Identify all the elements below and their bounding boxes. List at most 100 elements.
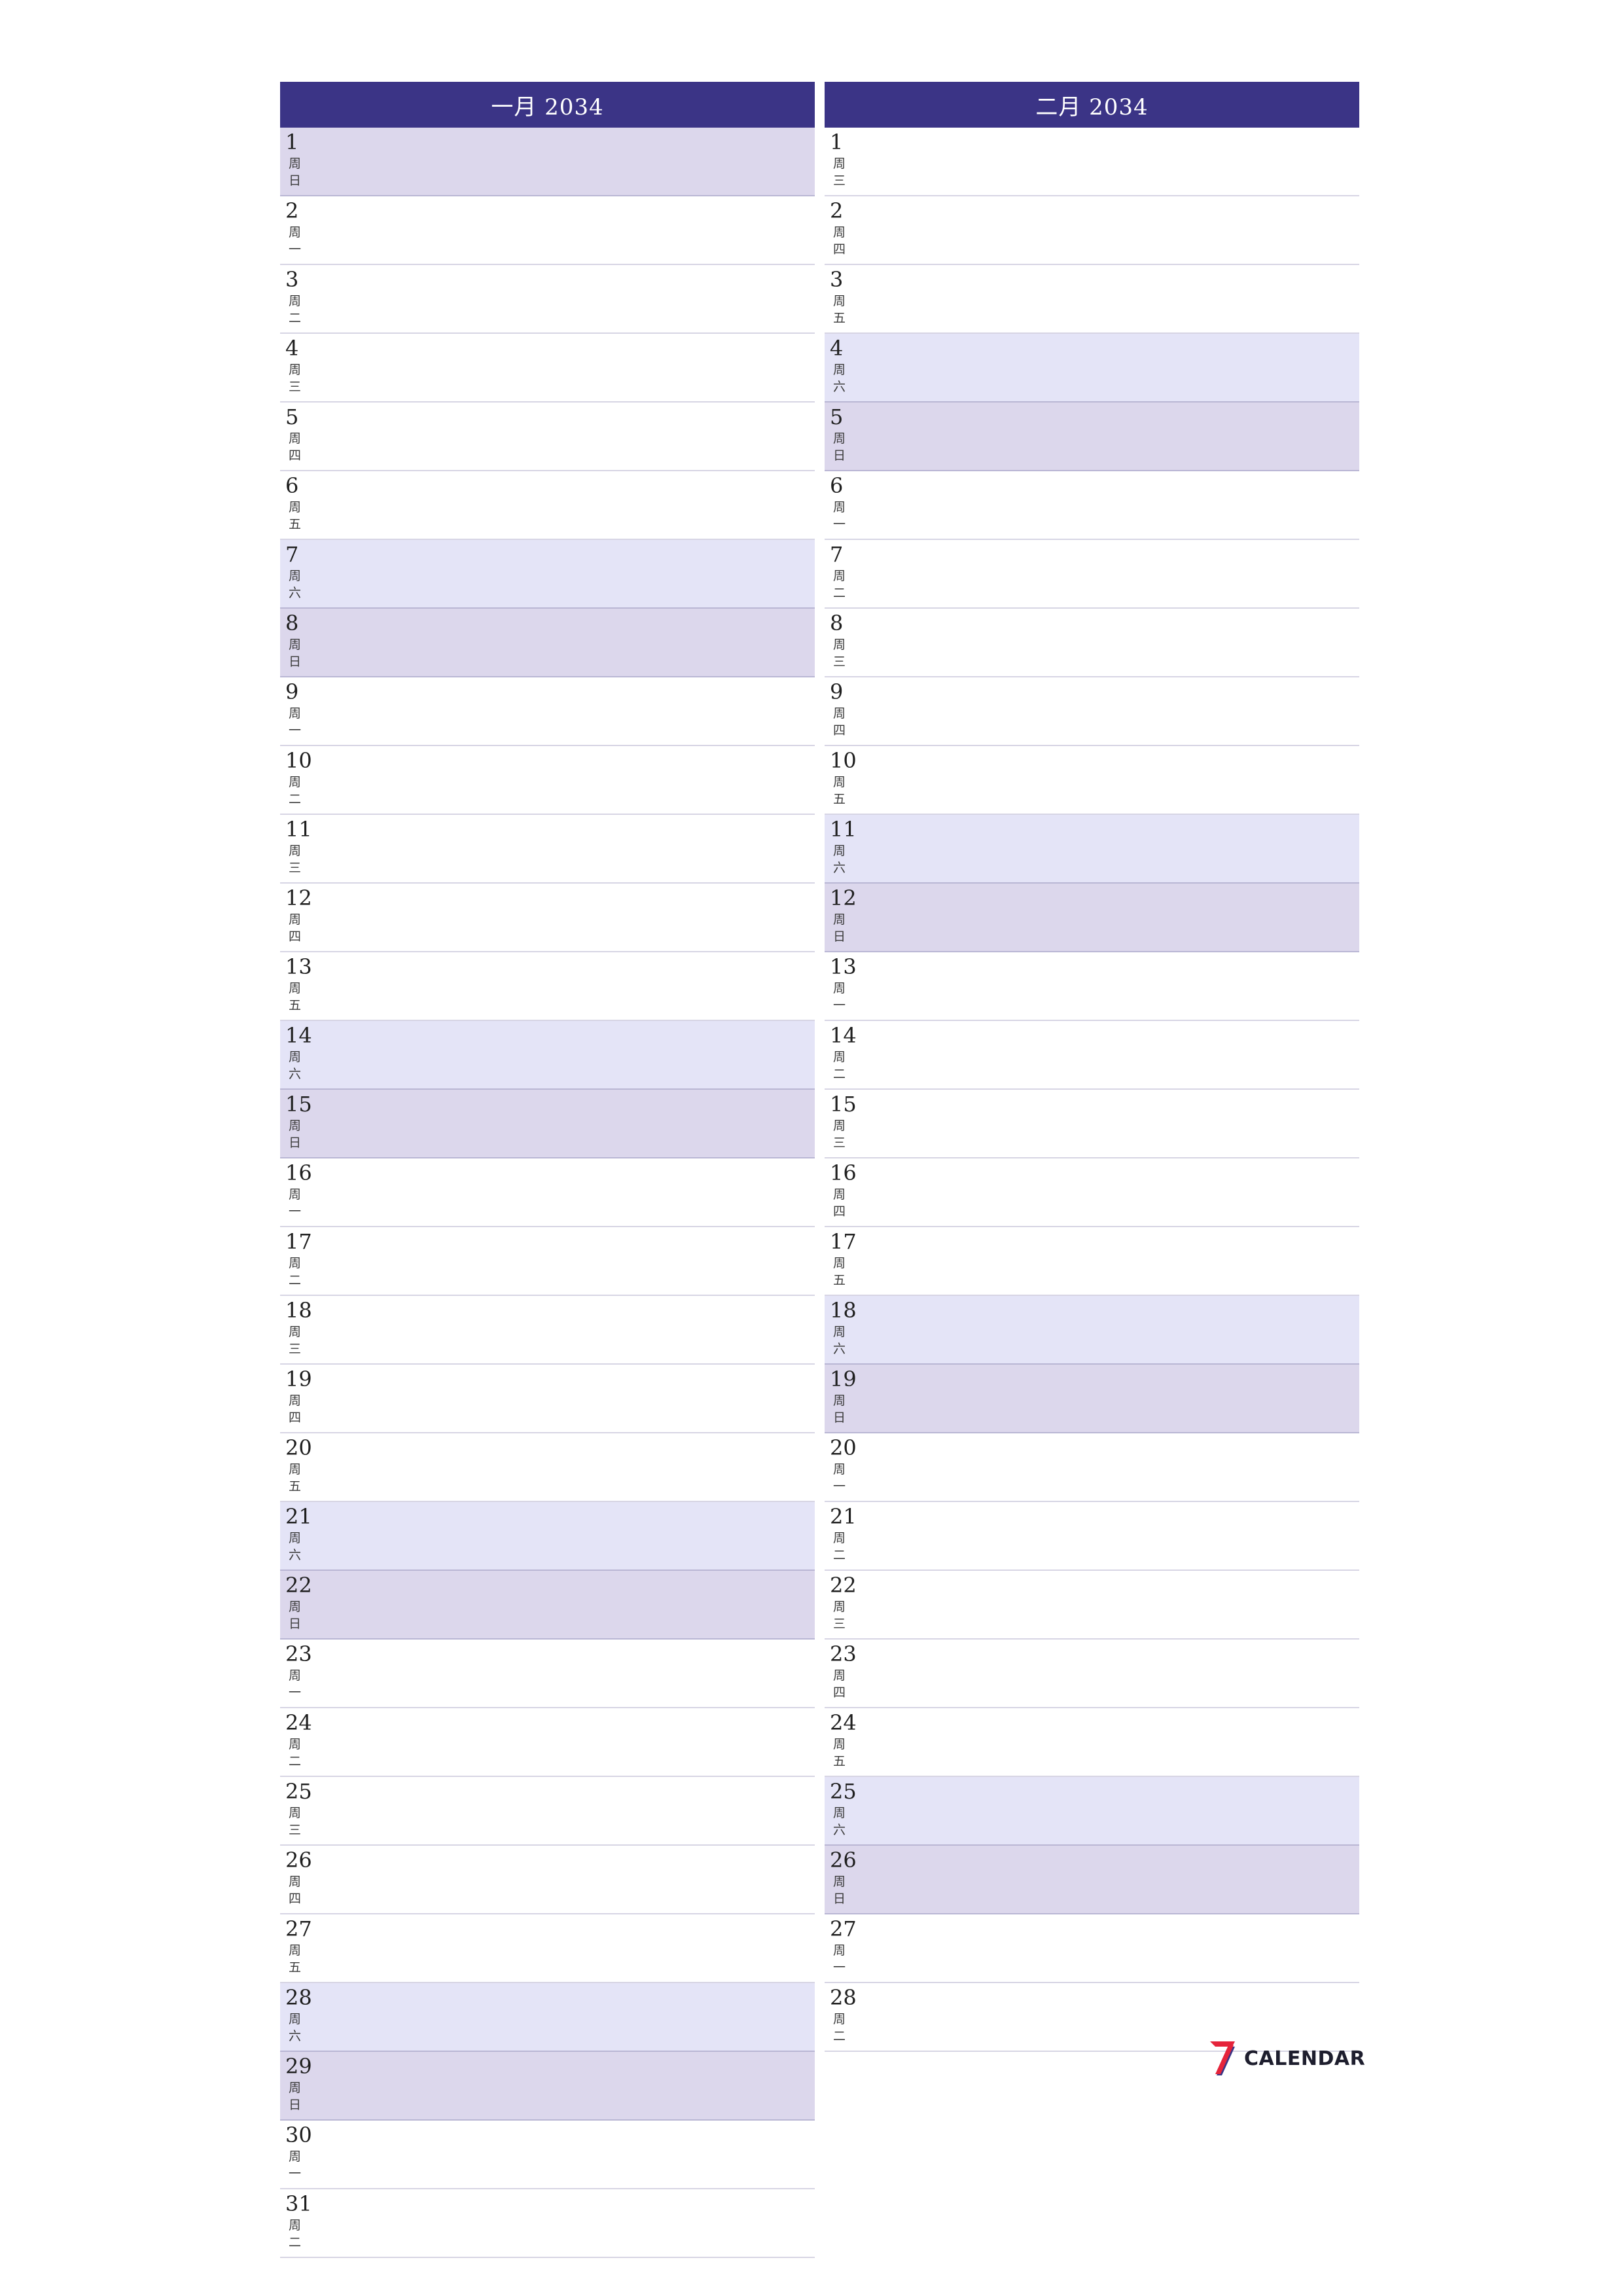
day-number: 31 xyxy=(285,2191,312,2216)
day-row: 21 周六 xyxy=(280,1502,815,1571)
weekday-label: 周三 xyxy=(289,844,302,875)
day-number: 21 xyxy=(285,1504,312,1529)
day-number: 11 xyxy=(285,817,312,842)
day-number: 11 xyxy=(830,817,857,842)
weekday-label: 周五 xyxy=(833,775,846,806)
weekday-label: 周日 xyxy=(833,1393,846,1425)
day-number: 20 xyxy=(285,1435,312,1460)
weekday-label: 周五 xyxy=(833,1737,846,1768)
day-row: 13 周五 xyxy=(280,952,815,1021)
weekday-label: 周四 xyxy=(289,912,302,944)
weekday-label: 周三 xyxy=(289,1325,302,1356)
day-number: 25 xyxy=(285,1779,312,1804)
day-row: 15 周日 xyxy=(280,1090,815,1158)
day-number: 17 xyxy=(285,1229,312,1254)
day-number: 3 xyxy=(830,267,844,292)
day-list: 1 周三 2 周四 3 周五 4 周六 5 周日 6 周一 7 周二 8 周三 9 周四 10 周五 11 周六 12 周日 1… xyxy=(825,128,1359,2052)
day-number: 3 xyxy=(285,267,299,292)
day-row: 28 周二 xyxy=(825,1983,1359,2052)
day-row: 8 周三 xyxy=(825,609,1359,677)
weekday-label: 周四 xyxy=(833,1187,846,1219)
day-number: 26 xyxy=(830,1848,857,1873)
day-row: 7 周二 xyxy=(825,540,1359,609)
weekday-label: 周二 xyxy=(289,775,302,806)
day-number: 2 xyxy=(285,198,299,223)
day-number: 16 xyxy=(830,1160,857,1185)
day-row: 22 周三 xyxy=(825,1571,1359,1640)
day-number: 8 xyxy=(285,611,299,636)
weekday-label: 周三 xyxy=(289,1806,302,1837)
weekday-label: 周三 xyxy=(833,637,846,669)
weekday-label: 周一 xyxy=(289,706,302,738)
weekday-label: 周五 xyxy=(289,500,302,531)
day-row: 21 周二 xyxy=(825,1502,1359,1571)
weekday-label: 周六 xyxy=(833,363,846,394)
weekday-label: 周一 xyxy=(833,981,846,1013)
day-number: 10 xyxy=(830,748,857,773)
day-row: 22 周日 xyxy=(280,1571,815,1640)
day-row: 2 周一 xyxy=(280,196,815,265)
weekday-label: 周二 xyxy=(833,2012,846,2043)
day-number: 14 xyxy=(285,1023,312,1048)
day-number: 13 xyxy=(830,954,857,979)
weekday-label: 周四 xyxy=(833,706,846,738)
day-row: 26 周日 xyxy=(825,1846,1359,1914)
weekday-label: 周日 xyxy=(833,1874,846,1906)
weekday-label: 周二 xyxy=(833,1050,846,1081)
weekday-label: 周二 xyxy=(289,2218,302,2250)
day-number: 25 xyxy=(830,1779,857,1804)
day-row: 14 周二 xyxy=(825,1021,1359,1090)
weekday-label: 周一 xyxy=(289,2149,302,2181)
month-january: 一月 2034 1 周日 2 周一 3 周二 4 周三 5 周四 6 周五 7 周六 8 周日 9 周一 10 周二 1… xyxy=(280,82,815,2258)
day-row: 27 周五 xyxy=(280,1914,815,1983)
day-number: 27 xyxy=(285,1916,312,1941)
weekday-label: 周四 xyxy=(289,431,302,463)
day-number: 29 xyxy=(285,2054,312,2079)
day-row: 6 周五 xyxy=(280,471,815,540)
day-row: 12 周四 xyxy=(280,884,815,952)
day-number: 17 xyxy=(830,1229,857,1254)
day-row: 18 周三 xyxy=(280,1296,815,1365)
weekday-label: 周六 xyxy=(289,569,302,600)
day-row: 2 周四 xyxy=(825,196,1359,265)
weekday-label: 周日 xyxy=(833,431,846,463)
day-row: 24 周五 xyxy=(825,1708,1359,1777)
weekday-label: 周日 xyxy=(833,912,846,944)
day-row: 18 周六 xyxy=(825,1296,1359,1365)
weekday-label: 周五 xyxy=(833,1256,846,1287)
weekday-label: 周三 xyxy=(833,1600,846,1631)
day-row: 31 周二 xyxy=(280,2189,815,2258)
weekday-label: 周二 xyxy=(289,1737,302,1768)
month-title: 二月 2034 xyxy=(825,82,1359,128)
day-number: 1 xyxy=(285,130,299,154)
day-number: 8 xyxy=(830,611,844,636)
day-row: 3 周五 xyxy=(825,265,1359,334)
day-row: 1 周日 xyxy=(280,128,815,196)
day-number: 19 xyxy=(285,1367,312,1391)
day-row: 11 周六 xyxy=(825,815,1359,884)
day-row: 5 周日 xyxy=(825,403,1359,471)
weekday-label: 周六 xyxy=(833,844,846,875)
weekday-label: 周二 xyxy=(833,569,846,600)
day-number: 21 xyxy=(830,1504,857,1529)
weekday-label: 周一 xyxy=(833,1462,846,1494)
day-row: 4 周六 xyxy=(825,334,1359,403)
weekday-label: 周三 xyxy=(833,1119,846,1150)
day-number: 5 xyxy=(285,404,299,429)
weekday-label: 周六 xyxy=(289,2012,302,2043)
weekday-label: 周六 xyxy=(289,1531,302,1562)
weekday-label: 周四 xyxy=(289,1393,302,1425)
day-number: 27 xyxy=(830,1916,857,1941)
day-number: 15 xyxy=(285,1092,312,1117)
day-number: 15 xyxy=(830,1092,857,1117)
weekday-label: 周二 xyxy=(833,1531,846,1562)
day-number: 10 xyxy=(285,748,312,773)
day-row: 15 周三 xyxy=(825,1090,1359,1158)
weekday-label: 周六 xyxy=(289,1050,302,1081)
weekday-label: 周一 xyxy=(289,225,302,257)
day-number: 12 xyxy=(830,886,857,910)
day-row: 5 周四 xyxy=(280,403,815,471)
day-row: 1 周三 xyxy=(825,128,1359,196)
day-row: 26 周四 xyxy=(280,1846,815,1914)
weekday-label: 周日 xyxy=(289,156,302,188)
